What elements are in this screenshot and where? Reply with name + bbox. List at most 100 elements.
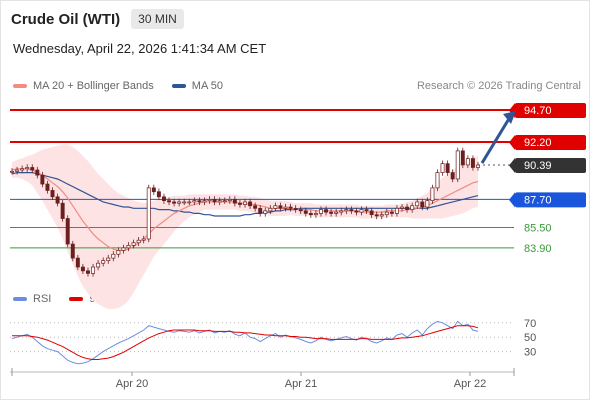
candle-body <box>283 206 288 209</box>
candle-body <box>354 210 359 213</box>
candle-body <box>374 214 379 217</box>
legend-swatch-9ma <box>69 297 84 301</box>
candle-body <box>430 187 435 202</box>
candle-body <box>329 211 334 214</box>
candle-body <box>106 257 111 261</box>
candle-body <box>288 206 293 209</box>
level-pointer-last <box>509 158 515 174</box>
x-axis-label: Apr 21 <box>285 378 317 390</box>
candle-body <box>263 210 268 214</box>
candle-body <box>131 242 136 246</box>
candle-body <box>248 201 253 207</box>
rsi-tick-label: 30 <box>524 347 536 359</box>
candle-body <box>303 210 308 214</box>
candle-body <box>465 158 470 166</box>
candle-body <box>394 207 399 214</box>
candle-body <box>450 172 455 180</box>
candle-body <box>116 250 121 255</box>
candle-body <box>400 206 404 209</box>
candle-body <box>232 199 237 204</box>
candle-body <box>40 174 45 185</box>
candle-body <box>30 167 35 171</box>
candle-body <box>470 158 475 168</box>
level-label-pivot: 87.70 <box>524 194 552 206</box>
legend-swatch-ma50 <box>171 84 186 88</box>
candle-body <box>10 170 14 173</box>
candle-body <box>65 218 70 245</box>
candle-body <box>96 262 101 268</box>
rsi-tick-label: 50 <box>524 332 536 344</box>
legend-label-ma20: MA 20 + Bollinger Bands <box>33 80 154 92</box>
candle-body <box>364 209 369 212</box>
candle-body <box>389 211 394 214</box>
candle-body <box>445 163 450 173</box>
candle-body <box>319 209 323 214</box>
candle-body <box>182 201 187 204</box>
candle-body <box>405 206 410 210</box>
candle-body <box>212 199 217 203</box>
candle-body <box>207 199 212 202</box>
candle-body <box>293 207 298 210</box>
level-pointer-resistance <box>509 134 515 150</box>
projection-arrow-shaft <box>480 116 512 164</box>
candle-body <box>425 200 430 208</box>
candle-body <box>268 207 273 212</box>
candle-body <box>202 200 207 203</box>
candle-body <box>20 168 25 171</box>
candle-body <box>435 172 440 189</box>
candle-body <box>50 190 55 198</box>
price-legend: MA 20 + Bollinger Bands MA 50 <box>13 80 241 92</box>
candle-body <box>243 201 247 205</box>
x-axis-label: Apr 20 <box>116 378 148 390</box>
projection-arrow-head <box>503 111 516 125</box>
candle-body <box>91 266 96 274</box>
candle-body <box>324 209 329 213</box>
level-label-last: 90.39 <box>524 160 552 172</box>
candle-body <box>237 202 242 205</box>
candle-body <box>111 253 116 259</box>
candle-body <box>55 196 60 204</box>
level-label-resistance: 94.70 <box>524 105 552 117</box>
candle-body <box>410 205 415 210</box>
candle-body <box>156 191 161 198</box>
level-box-resistance <box>515 103 586 119</box>
research-credit: Research © 2026 Trading Central <box>416 80 581 92</box>
candle-body <box>217 200 222 203</box>
candle-body <box>334 211 339 214</box>
candle-body <box>379 214 384 217</box>
level-pointer-pivot <box>509 192 515 208</box>
candle-body <box>141 238 146 241</box>
candle-body <box>136 239 141 244</box>
candle-body <box>146 187 151 240</box>
rsi-9ma-line <box>12 325 479 360</box>
timeframe-button[interactable]: 30 MIN <box>131 9 184 29</box>
candle-body <box>440 163 445 173</box>
candle-body <box>415 201 420 207</box>
candle-body <box>151 187 156 193</box>
candle-body <box>227 199 232 202</box>
legend-item-rsi: RSI <box>13 293 51 305</box>
candle-body <box>86 270 90 274</box>
candle-body <box>161 196 166 202</box>
x-axis-label: Apr 22 <box>454 378 486 390</box>
candle-body <box>455 150 460 180</box>
rsi-tick-label: 70 <box>524 318 536 330</box>
candle-body <box>313 213 318 216</box>
level-box-resistance <box>515 134 586 150</box>
candle-body <box>359 209 364 213</box>
level-box-pivot <box>515 192 586 208</box>
legend-swatch-rsi <box>13 297 27 301</box>
candle-body <box>60 202 65 219</box>
candle-body <box>258 207 263 214</box>
candle-body <box>121 247 126 251</box>
instrument-title: Crude Oil (WTI) <box>11 10 121 28</box>
candle-body <box>308 213 313 216</box>
candle-body <box>192 200 197 203</box>
candle-body <box>369 210 374 216</box>
candle-body <box>70 243 75 259</box>
candle-body <box>222 200 227 203</box>
candle-body <box>101 260 106 264</box>
candle-body <box>273 205 278 209</box>
candle-body <box>177 201 182 204</box>
candle-body <box>25 167 30 170</box>
